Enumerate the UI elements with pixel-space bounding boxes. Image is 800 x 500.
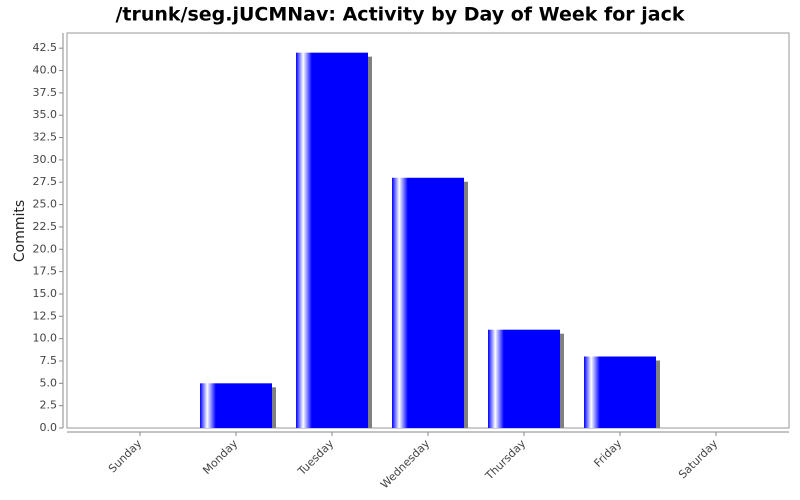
x-tick-label: Friday xyxy=(591,437,624,470)
y-tick-label: 37.5 xyxy=(33,86,58,99)
bar xyxy=(584,356,656,428)
y-tick-label: 20.0 xyxy=(33,242,58,255)
y-tick-label: 17.5 xyxy=(33,265,58,278)
x-tick-label: Sunday xyxy=(106,437,145,476)
y-tick-label: 27.5 xyxy=(33,175,58,188)
bar xyxy=(488,329,560,428)
y-tick-label: 2.5 xyxy=(40,399,58,412)
y-tick-label: 12.5 xyxy=(33,309,58,322)
y-tick-label: 35.0 xyxy=(33,108,58,121)
y-tick-label: 40.0 xyxy=(33,64,58,77)
x-tick-label: Wednesday xyxy=(378,437,433,492)
y-tick-label: 42.5 xyxy=(33,41,58,54)
chart-title: /trunk/seg.jUCMNav: Activity by Day of W… xyxy=(115,4,684,26)
x-tick-label: Thursday xyxy=(482,437,528,483)
y-tick-label: 0.0 xyxy=(40,421,58,434)
y-tick-label: 10.0 xyxy=(33,332,58,345)
y-tick-label: 22.5 xyxy=(33,220,58,233)
y-tick-label: 30.0 xyxy=(33,153,58,166)
bar xyxy=(392,177,464,428)
bar xyxy=(296,52,368,428)
x-tick-label: Monday xyxy=(200,437,240,477)
x-tick-label: Saturday xyxy=(676,437,721,482)
bar xyxy=(200,383,272,428)
y-tick-label: 7.5 xyxy=(40,354,58,367)
y-tick-label: 25.0 xyxy=(33,198,58,211)
x-tick-label: Tuesday xyxy=(295,437,337,479)
y-tick-label: 15.0 xyxy=(33,287,58,300)
y-axis-title: Commits xyxy=(12,200,28,262)
y-tick-label: 5.0 xyxy=(40,376,58,389)
y-tick-label: 32.5 xyxy=(33,131,58,144)
